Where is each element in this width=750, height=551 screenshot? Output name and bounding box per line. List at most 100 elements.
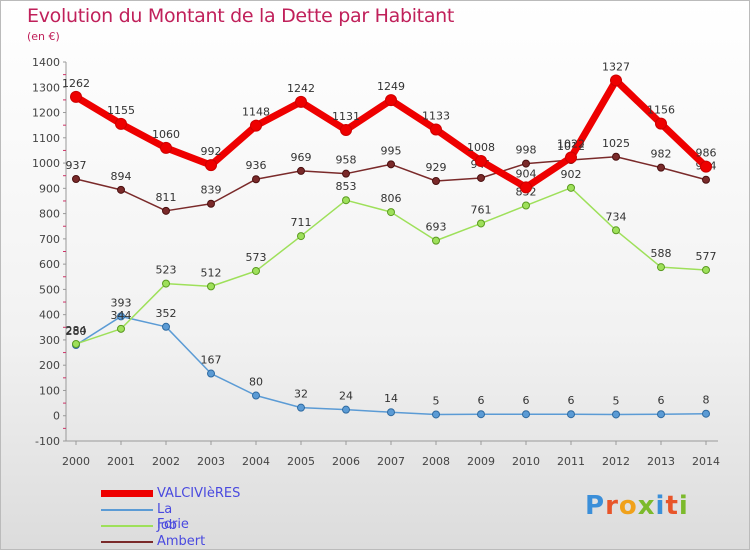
data-label: 1156 [647, 104, 675, 117]
data-point [567, 410, 575, 419]
y-tick-label: 900 [39, 182, 60, 195]
data-label: 8 [703, 394, 710, 407]
proxiti-logo: Proxiti [585, 491, 689, 521]
data-label: 80 [249, 376, 263, 389]
data-label: 995 [381, 144, 402, 157]
data-label: 992 [201, 145, 222, 158]
data-point [297, 403, 305, 412]
data-point [477, 219, 485, 228]
x-tick-label: 2003 [197, 455, 225, 468]
data-label: 711 [291, 216, 312, 229]
data-label: 1327 [602, 60, 630, 73]
data-point [610, 74, 622, 87]
y-tick-label: 600 [39, 258, 60, 271]
data-label: 1148 [242, 106, 270, 119]
series-valcivi-res: 1262 1155 1060 992 1148 1242 1131 1249 1133 1008 9… [62, 60, 717, 194]
data-label: 284 [66, 324, 87, 337]
data-point [252, 175, 260, 184]
data-point [342, 405, 350, 414]
data-label: 1025 [602, 137, 630, 150]
data-label: 734 [606, 210, 627, 223]
data-point [700, 160, 712, 173]
y-tick-label: 200 [39, 359, 60, 372]
data-label: 958 [336, 154, 357, 167]
data-label: 936 [246, 159, 267, 172]
data-point [297, 232, 305, 241]
data-label: 1022 [557, 138, 585, 151]
data-point [657, 410, 665, 419]
data-point [612, 226, 620, 235]
y-tick-label: -100 [35, 435, 60, 448]
legend-label-ambert: Ambert [157, 534, 206, 549]
data-point [612, 152, 620, 161]
data-label: 6 [658, 394, 665, 407]
data-label: 894 [111, 170, 132, 183]
y-tick-label: 400 [39, 309, 60, 322]
y-tick-label: 500 [39, 283, 60, 296]
data-point [655, 117, 667, 130]
logo-letter: i [655, 491, 666, 521]
data-label: 806 [381, 192, 402, 205]
data-point [207, 369, 215, 378]
data-label: 573 [246, 251, 267, 264]
data-point [70, 90, 82, 103]
x-tick-label: 2013 [647, 455, 675, 468]
data-label: 1008 [467, 141, 495, 154]
data-label: 1133 [422, 109, 450, 122]
y-tick-label: 0 [53, 410, 60, 423]
data-point [252, 266, 260, 275]
y-tick-label: 1400 [32, 56, 60, 69]
data-label: 32 [294, 388, 308, 401]
data-point [162, 206, 170, 215]
data-label: 1242 [287, 82, 315, 95]
series-la-forie: 280 393 352 167 80 32 24 14 5 6 6 6 5 6 8 [66, 296, 710, 419]
data-point [565, 151, 577, 164]
data-point [72, 339, 80, 348]
data-label: 6 [478, 394, 485, 407]
data-label: 577 [696, 250, 717, 263]
data-label: 1155 [107, 104, 135, 117]
data-point [295, 95, 307, 108]
data-point [567, 183, 575, 192]
data-point [162, 322, 170, 331]
data-label: 998 [516, 144, 537, 157]
legend-swatch-valcivieres [101, 490, 153, 497]
x-tick-label: 2004 [242, 455, 270, 468]
legend-label-valcivieres: VALCIVIèRES [157, 486, 241, 501]
data-point [115, 117, 127, 130]
data-point [117, 185, 125, 194]
data-point [117, 312, 125, 321]
data-label: 167 [201, 354, 222, 367]
data-point [612, 410, 620, 419]
data-label: 24 [339, 390, 353, 403]
data-point [207, 282, 215, 291]
data-point [702, 409, 710, 418]
data-label: 969 [291, 151, 312, 164]
data-label: 352 [156, 307, 177, 320]
data-label: 839 [201, 184, 222, 197]
legend-label-la-forie: La Forie [157, 502, 189, 532]
data-point [342, 196, 350, 205]
data-label: 588 [651, 247, 672, 260]
data-point [702, 175, 710, 184]
data-point [657, 263, 665, 272]
y-tick-label: 1000 [32, 157, 60, 170]
logo-letter: t [665, 491, 679, 521]
data-point [387, 408, 395, 417]
data-point [72, 174, 80, 183]
data-point [522, 201, 530, 210]
y-tick-label: 700 [39, 233, 60, 246]
data-point [117, 324, 125, 333]
legend-swatch-la-forie [101, 509, 153, 511]
chart-title: Evolution du Montant de la Dette par Hab… [27, 5, 455, 27]
data-point [387, 160, 395, 169]
data-label: 1249 [377, 80, 405, 93]
data-point [250, 119, 262, 132]
legend-swatch-ambert [101, 541, 153, 543]
data-label: 6 [523, 394, 530, 407]
logo-letter: r [605, 491, 619, 521]
data-label: 5 [433, 394, 440, 407]
data-point [205, 159, 217, 172]
